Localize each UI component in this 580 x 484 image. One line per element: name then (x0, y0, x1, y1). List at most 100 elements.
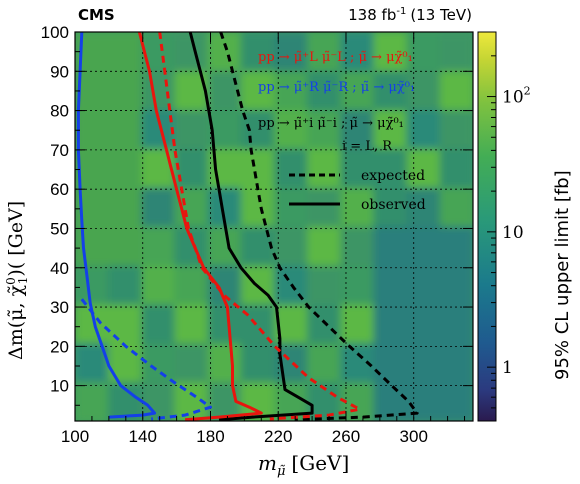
y-tick-label: 80 (50, 102, 69, 121)
heatmap-cell (439, 70, 473, 111)
heatmap-cell (174, 70, 209, 111)
heatmap-cell (439, 148, 473, 189)
gridlines (75, 32, 473, 421)
legend-process-right-handed: pp → μ̃⁺R μ̃⁻R ; μ̃ → μχ̃⁰₁ (258, 80, 415, 95)
heatmap-cell (406, 148, 441, 189)
heatmap-cell (240, 226, 275, 267)
heatmap-cell (207, 343, 242, 384)
heatmap-cell (108, 304, 143, 345)
heatmap-cell (75, 265, 110, 306)
heatmap-cell (240, 109, 275, 150)
heatmap-cell (240, 148, 275, 189)
heatmap-cell (141, 187, 176, 228)
heatmap-cell (274, 109, 309, 150)
heatmap-cell (439, 226, 473, 267)
y-axis-label-tail: )( [GeV] (5, 201, 27, 277)
y-axis-label: Δm(μ̃, χ̃01)( [GeV] (4, 201, 30, 360)
plot-frame (74, 31, 474, 422)
heatmap-cell (373, 265, 408, 306)
heatmap-cell (274, 32, 309, 72)
heatmap-cell (274, 148, 309, 189)
colorbar (478, 32, 496, 421)
heatmap-cell (439, 32, 473, 72)
heatmap-cell (108, 226, 143, 267)
y-tick-label: 50 (50, 219, 69, 238)
y-axis-label-head: Δm(μ̃, χ̃ (5, 284, 27, 360)
y-tick-label: 10 (50, 377, 69, 396)
heatmap-cell (373, 304, 408, 345)
y-tick-label: 60 (50, 180, 69, 199)
y-tick-label: 90 (50, 62, 69, 81)
x-tick-label: 220 (264, 427, 292, 446)
heatmap-cell (340, 304, 375, 345)
heatmap-cell (406, 70, 441, 111)
contour-expected-000000 (219, 32, 419, 421)
contour-expected-1440e8 (80, 298, 212, 421)
colorbar-tick-label: 1 (502, 358, 513, 378)
heatmap-cell (207, 32, 242, 72)
heatmap-cell (141, 343, 176, 384)
heatmap-cell (406, 265, 441, 306)
heatmap-cell (108, 109, 143, 150)
heatmap-cell (406, 382, 441, 421)
heatmap-cell (307, 70, 342, 111)
x-tick-label: 140 (129, 427, 157, 446)
y-axis-label-sup: 0 (4, 277, 18, 285)
heatmap-cell (274, 70, 309, 111)
x-tick-label: 180 (196, 427, 224, 446)
colorbar-label: 95% CL upper limit [fb] (552, 170, 573, 380)
heatmap-cell (373, 109, 408, 150)
luminosity-energy: (13 TeV) (410, 6, 472, 24)
heatmap-cell (439, 343, 473, 384)
axis-ticks: 100 140 180 220 260 300 10 20 30 40 50 60 70 80 90 100 (41, 23, 473, 446)
x-axis-symbol: m (258, 451, 277, 475)
heatmap-cell (174, 343, 209, 384)
heatmap-cell (439, 187, 473, 228)
heatmap-cell (373, 148, 408, 189)
experiment-label: CMS (78, 6, 115, 24)
x-axis-unit: [GeV] (291, 451, 349, 475)
heatmap-cell (274, 226, 309, 267)
heatmap-cell (373, 226, 408, 267)
colorbar-ticks: 1 10 102 (487, 31, 531, 422)
heatmap-cell (240, 70, 275, 111)
heatmap-cell (340, 265, 375, 306)
heatmap-cell (108, 343, 143, 384)
heatmap-cell (141, 304, 176, 345)
colorbar-frame (477, 31, 497, 422)
heatmap-cell (174, 148, 209, 189)
heatmap-cell (439, 304, 473, 345)
x-tick-label: 300 (400, 427, 428, 446)
heatmap-cell (406, 343, 441, 384)
y-tick-label: 40 (50, 259, 69, 278)
x-tick-label: 100 (61, 427, 89, 446)
heatmap-cell (141, 226, 176, 267)
heatmap-cell (373, 70, 408, 111)
heatmap-cell (307, 265, 342, 306)
heatmap-cell (108, 32, 143, 72)
heatmap-cell (439, 382, 473, 421)
heatmap-cell (240, 32, 275, 72)
heatmap-cell (240, 343, 275, 384)
heatmap-cell (307, 109, 342, 150)
heatmap-cell (274, 187, 309, 228)
heatmap-cell (207, 304, 242, 345)
legend-process-combined: pp → μ̃⁺i μ̃⁻i ; μ̃ → μχ̃⁰₁ (258, 116, 404, 131)
heatmap-cell (141, 265, 176, 306)
legend-index-note: i = L, R (342, 139, 393, 154)
heatmap-cell (406, 109, 441, 150)
legend-process-left-handed: pp → μ̃⁺L μ̃⁻L ; μ̃ → μχ̃⁰₁ (258, 50, 413, 65)
heatmap-cell (373, 343, 408, 384)
y-axis-label-sub: 1 (16, 277, 30, 285)
heatmap-cell (406, 226, 441, 267)
heatmap-cell (108, 148, 143, 189)
heatmap-cell (373, 32, 408, 72)
limit-contours (76, 32, 419, 421)
heatmap-cell (75, 226, 110, 267)
x-axis-label: mμ̃ [GeV] (258, 451, 349, 479)
heatmap-cell (439, 265, 473, 306)
contour-observed-000000 (188, 32, 314, 421)
legend: pp → μ̃⁺L μ̃⁻L ; μ̃ → μχ̃⁰₁ pp → μ̃⁺R μ̃… (258, 50, 426, 213)
heatmap-cell (406, 32, 441, 72)
